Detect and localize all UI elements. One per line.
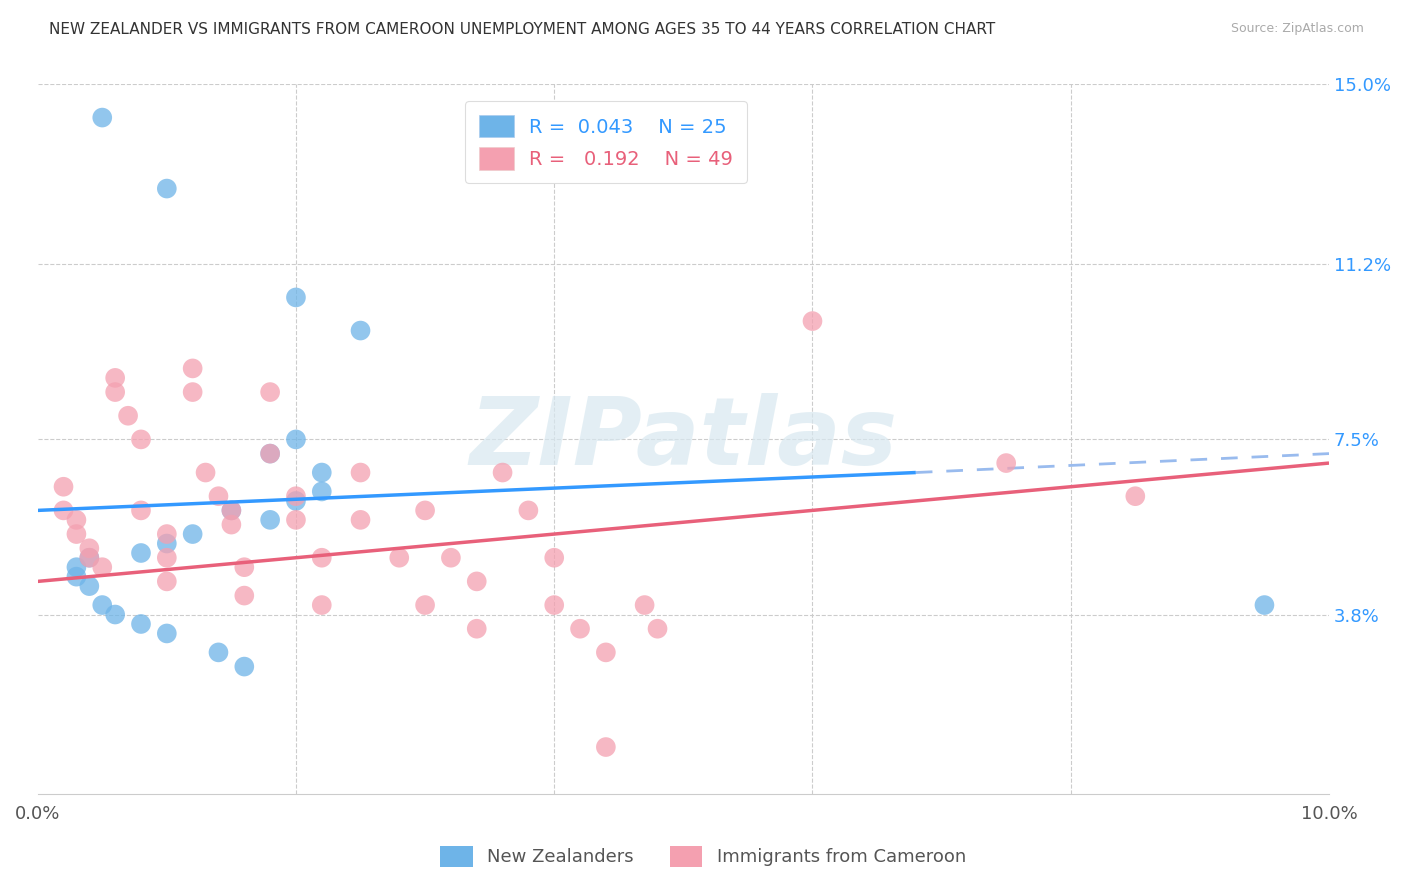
- Point: [104, 607, 127, 622]
- Point: [259, 385, 281, 400]
- Point: [65, 527, 87, 541]
- Point: [284, 290, 307, 304]
- Point: [284, 513, 307, 527]
- Point: [181, 527, 204, 541]
- Point: [1253, 598, 1275, 612]
- Point: [129, 546, 152, 560]
- Point: [413, 503, 436, 517]
- Point: [181, 361, 204, 376]
- Point: [517, 503, 540, 517]
- Point: [465, 622, 488, 636]
- Point: [233, 659, 256, 673]
- Text: Source: ZipAtlas.com: Source: ZipAtlas.com: [1230, 22, 1364, 36]
- Point: [388, 550, 411, 565]
- Point: [79, 550, 101, 565]
- Point: [79, 541, 101, 556]
- Point: [79, 550, 101, 565]
- Point: [207, 489, 229, 503]
- Point: [311, 550, 333, 565]
- Point: [65, 560, 87, 574]
- Point: [194, 466, 217, 480]
- Point: [1123, 489, 1146, 503]
- Legend: New Zealanders, Immigrants from Cameroon: New Zealanders, Immigrants from Cameroon: [433, 838, 973, 874]
- Point: [647, 622, 669, 636]
- Point: [569, 622, 592, 636]
- Point: [233, 560, 256, 574]
- Point: [233, 589, 256, 603]
- Point: [633, 598, 655, 612]
- Legend: R =  0.043    N = 25, R =   0.192    N = 49: R = 0.043 N = 25, R = 0.192 N = 49: [465, 102, 747, 183]
- Point: [259, 513, 281, 527]
- Point: [65, 569, 87, 583]
- Point: [79, 579, 101, 593]
- Point: [543, 598, 565, 612]
- Point: [311, 484, 333, 499]
- Text: NEW ZEALANDER VS IMMIGRANTS FROM CAMEROON UNEMPLOYMENT AMONG AGES 35 TO 44 YEARS: NEW ZEALANDER VS IMMIGRANTS FROM CAMEROO…: [49, 22, 995, 37]
- Point: [91, 560, 114, 574]
- Point: [221, 517, 243, 532]
- Point: [221, 503, 243, 517]
- Point: [440, 550, 463, 565]
- Point: [156, 536, 179, 550]
- Point: [129, 617, 152, 632]
- Point: [311, 466, 333, 480]
- Point: [221, 503, 243, 517]
- Point: [129, 433, 152, 447]
- Point: [543, 550, 565, 565]
- Point: [181, 385, 204, 400]
- Point: [65, 513, 87, 527]
- Point: [52, 480, 75, 494]
- Point: [259, 447, 281, 461]
- Point: [91, 598, 114, 612]
- Point: [595, 645, 617, 659]
- Point: [104, 385, 127, 400]
- Point: [104, 371, 127, 385]
- Point: [995, 456, 1018, 470]
- Point: [801, 314, 824, 328]
- Point: [129, 503, 152, 517]
- Point: [349, 466, 371, 480]
- Point: [349, 324, 371, 338]
- Point: [284, 494, 307, 508]
- Point: [117, 409, 139, 423]
- Point: [311, 598, 333, 612]
- Point: [491, 466, 513, 480]
- Point: [259, 447, 281, 461]
- Point: [156, 550, 179, 565]
- Point: [156, 626, 179, 640]
- Point: [413, 598, 436, 612]
- Text: ZIPatlas: ZIPatlas: [470, 393, 897, 485]
- Point: [156, 527, 179, 541]
- Point: [52, 503, 75, 517]
- Point: [91, 111, 114, 125]
- Point: [465, 574, 488, 589]
- Point: [284, 489, 307, 503]
- Point: [349, 513, 371, 527]
- Point: [284, 433, 307, 447]
- Point: [156, 574, 179, 589]
- Point: [207, 645, 229, 659]
- Point: [156, 181, 179, 195]
- Point: [595, 739, 617, 754]
